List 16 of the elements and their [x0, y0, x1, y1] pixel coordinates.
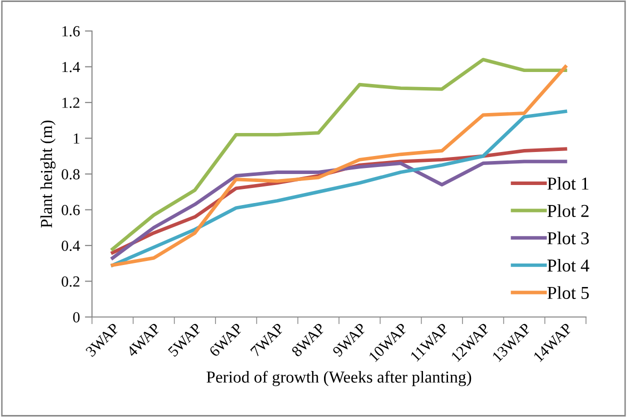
y-tick-label: 1 — [74, 133, 80, 144]
y-tick-label: 0.6 — [62, 204, 80, 216]
legend-label: Plot 3 — [547, 232, 589, 244]
legend-label: Plot 5 — [547, 286, 589, 299]
y-tick-label: 1.2 — [62, 98, 80, 108]
y-tick-label: 1.6 — [62, 26, 80, 37]
legend-label: Plot 2 — [547, 204, 589, 218]
y-tick-label: 0 — [73, 312, 80, 322]
y-tick-label: 0.8 — [62, 169, 80, 180]
y-tick-label: 0.4 — [62, 240, 80, 252]
y-tick-label: 0.2 — [62, 276, 80, 287]
y-axis-title: Plant height (m) — [40, 120, 56, 228]
y-tick-label: 1.4 — [62, 62, 80, 72]
legend-label: Plot 1 — [547, 177, 588, 190]
x-axis-title: Period of growth (Weeks after planting) — [206, 370, 472, 386]
legend-label: Plot 4 — [547, 258, 590, 272]
